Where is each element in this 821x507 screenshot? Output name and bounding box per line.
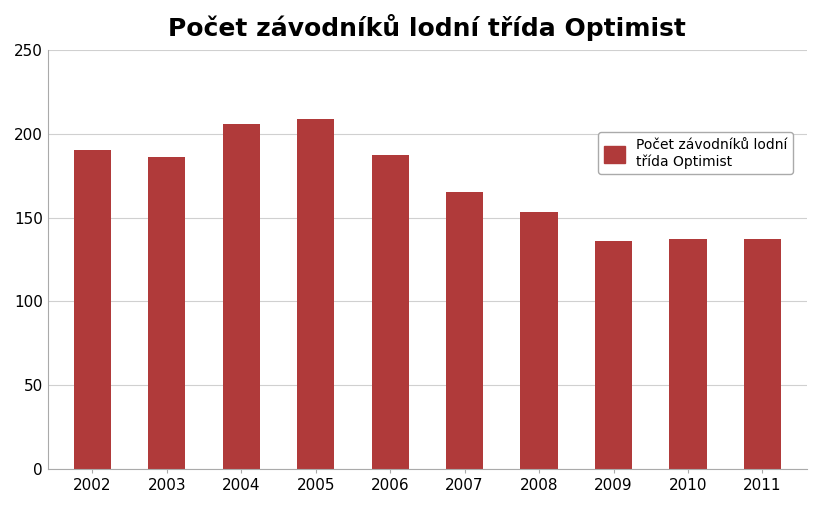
Bar bbox=[74, 151, 111, 469]
Bar bbox=[372, 156, 409, 469]
Title: Počet závodníků lodní třída Optimist: Počet závodníků lodní třída Optimist bbox=[168, 14, 686, 41]
Bar bbox=[222, 124, 259, 469]
Bar bbox=[669, 239, 707, 469]
Legend: Počet závodníků lodní
třída Optimist: Počet závodníků lodní třída Optimist bbox=[599, 132, 792, 174]
Bar bbox=[148, 157, 186, 469]
Bar bbox=[595, 241, 632, 469]
Bar bbox=[297, 119, 334, 469]
Bar bbox=[446, 192, 484, 469]
Bar bbox=[521, 212, 557, 469]
Bar bbox=[744, 239, 781, 469]
